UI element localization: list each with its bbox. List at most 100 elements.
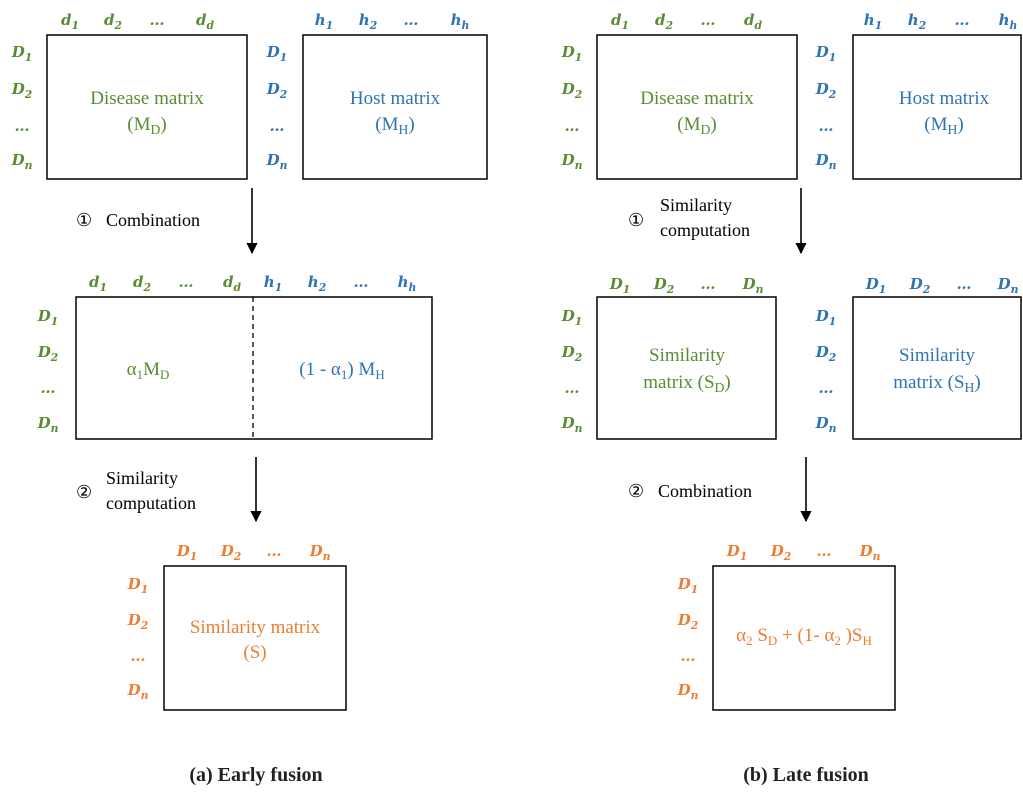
weighted-disease-term: α1MD	[127, 359, 170, 382]
col-label: D1	[726, 542, 748, 563]
row-label: D2	[561, 343, 583, 364]
step-label-line1: Similarity	[660, 195, 732, 215]
row-label: …	[819, 379, 834, 397]
similarity-matrix-box	[163, 565, 347, 711]
col-label: d1	[61, 11, 79, 32]
col-label: h1	[264, 273, 282, 294]
step-similarity-computation: ② Similarity computation	[76, 457, 262, 523]
matrix-symbol: (MH)	[375, 114, 414, 137]
combined-matrix: d1 d2 … dd h1 h2 … hh D1 D2 … Dn α1MD (1…	[37, 273, 433, 440]
matrix-title: Host matrix	[350, 88, 441, 109]
combined-similarity-box	[712, 565, 896, 711]
row-label: …	[565, 117, 580, 135]
host-matrix: h1 h2 … hh D1 D2 … Dn Host matrix (MH)	[815, 11, 1022, 180]
col-label: h2	[359, 11, 378, 32]
step-similarity-computation: ① Similarity computation	[628, 188, 807, 255]
disease-matrix: d1 d2 … dd D1 D2 … Dn Disease matrix (MD…	[11, 11, 248, 180]
col-label: D1	[176, 542, 198, 563]
step-combination: ② Combination	[628, 457, 812, 523]
caption-late-fusion: (b) Late fusion	[743, 764, 869, 786]
col-label: …	[267, 542, 282, 560]
row-label: Dn	[815, 414, 837, 435]
disease-matrix-box	[596, 34, 798, 180]
row-label: …	[41, 379, 56, 397]
row-label: Dn	[127, 681, 149, 702]
step-marker: ②	[76, 482, 92, 502]
row-label: …	[681, 647, 696, 665]
col-label: Dn	[997, 275, 1019, 296]
row-label: Dn	[561, 151, 583, 172]
panel-early-fusion: d1 d2 … dd D1 D2 … Dn Disease matrix (MD…	[11, 11, 488, 786]
similarity-matrix-sd: D1 D2 … Dn D1 D2 … Dn Similarity matrix …	[561, 275, 777, 440]
row-label: D2	[677, 611, 699, 632]
col-label: …	[957, 275, 972, 293]
disease-matrix: d1 d2 … dd D1 D2 … Dn Disease matrix (MD…	[561, 11, 798, 180]
similarity-matrix-s: D1 D2 … Dn D1 D2 … Dn Similarity matrix …	[127, 542, 347, 711]
col-label: D2	[770, 542, 792, 563]
col-label: hh	[398, 273, 417, 294]
row-label: D1	[127, 575, 149, 596]
similarity-matrix-sd-box	[596, 296, 777, 440]
col-label: d1	[611, 11, 629, 32]
col-label: hh	[451, 11, 470, 32]
step-marker: ①	[76, 210, 92, 230]
row-label: D1	[815, 43, 837, 64]
matrix-symbol: (MH)	[924, 114, 963, 137]
combination-formula: α2 SD + (1- α2 )SH	[736, 625, 872, 648]
weighted-host-term: (1 - α1) MH	[299, 359, 384, 382]
row-label: D2	[561, 80, 583, 101]
col-label: D2	[653, 275, 675, 296]
row-label: …	[565, 379, 580, 397]
col-label: dd	[223, 273, 242, 294]
col-label: dd	[744, 11, 763, 32]
host-matrix: h1 h2 … hh D1 D2 … Dn Host matrix (MH)	[266, 11, 488, 180]
combined-similarity-matrix: D1 D2 … Dn D1 D2 … Dn α2 SD + (1- α2 )SH	[677, 542, 896, 711]
row-label: …	[131, 647, 146, 665]
row-label: Dn	[266, 151, 288, 172]
similarity-matrix-sh-box	[852, 296, 1022, 440]
row-label: D1	[11, 43, 33, 64]
matrix-title: Similarity	[649, 345, 726, 366]
matrix-symbol: (S)	[243, 642, 266, 663]
disease-matrix-box	[46, 34, 248, 180]
row-label: D2	[815, 343, 837, 364]
col-label: …	[955, 11, 970, 29]
row-label: Dn	[561, 414, 583, 435]
col-label: …	[701, 11, 716, 29]
col-label: …	[701, 275, 716, 293]
row-label: D1	[266, 43, 288, 64]
col-label: Dn	[859, 542, 881, 563]
col-label: hh	[999, 11, 1018, 32]
step-label: Combination	[658, 481, 752, 501]
col-label: Dn	[742, 275, 764, 296]
row-label: D1	[815, 307, 837, 328]
similarity-matrix-sh: D1 D2 … Dn D1 D2 … Dn Similarity matrix …	[815, 275, 1022, 440]
col-label: …	[150, 11, 165, 29]
matrix-symbol: (MD)	[677, 114, 716, 137]
row-label: …	[819, 117, 834, 135]
row-label: Dn	[11, 151, 33, 172]
step-label: Combination	[106, 210, 200, 230]
row-label: …	[270, 117, 285, 135]
col-label: d2	[655, 11, 674, 32]
col-label: d2	[104, 11, 123, 32]
col-label: dd	[196, 11, 215, 32]
step-label-line1: Similarity	[106, 468, 178, 488]
matrix-symbol: matrix (SD)	[643, 372, 730, 395]
row-label: D2	[11, 80, 33, 101]
col-label: h2	[908, 11, 927, 32]
col-label: h1	[315, 11, 333, 32]
col-label: D1	[865, 275, 887, 296]
row-label: D2	[815, 80, 837, 101]
row-label: …	[15, 117, 30, 135]
row-label: D1	[677, 575, 699, 596]
step-marker: ②	[628, 481, 644, 501]
col-label: …	[354, 273, 369, 291]
matrix-symbol: matrix (SH)	[893, 372, 980, 395]
host-matrix-box	[302, 34, 488, 180]
col-label: h1	[864, 11, 882, 32]
row-label: D1	[561, 307, 583, 328]
matrix-title: Disease matrix	[90, 88, 204, 109]
row-label: D1	[561, 43, 583, 64]
col-label: d2	[133, 273, 152, 294]
